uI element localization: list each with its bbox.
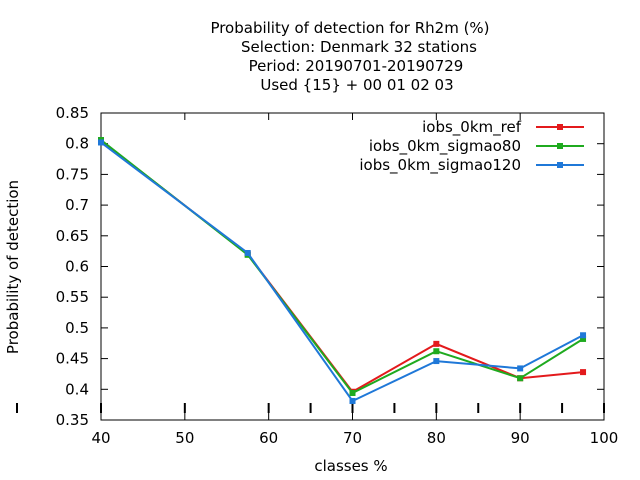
data-point: [517, 365, 524, 372]
data-point: [580, 332, 587, 339]
y-tick-label: 0.4: [65, 380, 89, 398]
y-tick-label: 0.5: [65, 319, 89, 337]
axis-ticks: 0.35 0.4 0.45 0.5 0.55 0.6 0.65 0.7 0.75 0.8 0.85 4…: [16, 104, 619, 447]
y-tick-label: 0.55: [56, 288, 89, 306]
y-tick-label: 0.35: [56, 411, 89, 429]
chart-title-line-2: Selection: Denmark 32 stations: [241, 38, 477, 56]
x-tick-label: 70: [343, 429, 362, 447]
data-point: [433, 340, 440, 347]
chart-title-line-4: Used {15} + 00 01 02 03: [260, 76, 453, 94]
data-point: [433, 348, 440, 355]
y-axis-label: Probability of detection: [4, 180, 22, 354]
x-tick-label: 100: [590, 429, 619, 447]
data-point: [580, 369, 587, 376]
data-point: [433, 358, 440, 365]
chart-title-line-3: Period: 20190701-20190729: [249, 57, 464, 75]
legend-swatch-marker: [557, 162, 563, 168]
series-line: [100, 141, 584, 403]
y-tick-label: 0.65: [56, 227, 89, 245]
data-point: [244, 249, 251, 256]
x-tick-label: 90: [511, 429, 530, 447]
legend: iobs_0km_refiobs_0km_sigmao80iobs_0km_si…: [359, 118, 584, 175]
y-tick-label: 0.6: [65, 258, 89, 276]
x-tick-label: 80: [427, 429, 446, 447]
x-tick-label: 40: [91, 429, 110, 447]
data-point: [349, 397, 356, 404]
legend-swatch-marker: [557, 143, 563, 149]
legend-label: iobs_0km_sigmao80: [369, 137, 521, 156]
x-tick-label: 60: [259, 429, 278, 447]
x-axis-label: classes %: [314, 457, 387, 475]
chart-title-line-1: Probability of detection for Rh2m (%): [210, 19, 489, 37]
x-tick-label: 50: [175, 429, 194, 447]
y-tick-label: 0.85: [56, 104, 89, 122]
y-tick-label: 0.8: [65, 135, 89, 153]
legend-label: iobs_0km_sigmao120: [359, 156, 521, 175]
y-tick-label: 0.45: [56, 350, 89, 368]
legend-swatch-marker: [557, 124, 563, 130]
series-iobs_0km_sigmao120: [98, 139, 587, 404]
data-point: [349, 389, 356, 396]
data-point: [517, 375, 524, 382]
data-point: [580, 335, 587, 342]
y-tick-label: 0.7: [65, 196, 89, 214]
y-tick-label: 0.75: [56, 165, 89, 183]
data-point: [98, 139, 104, 146]
series-layer: [98, 137, 587, 404]
legend-label: iobs_0km_ref: [422, 118, 522, 137]
